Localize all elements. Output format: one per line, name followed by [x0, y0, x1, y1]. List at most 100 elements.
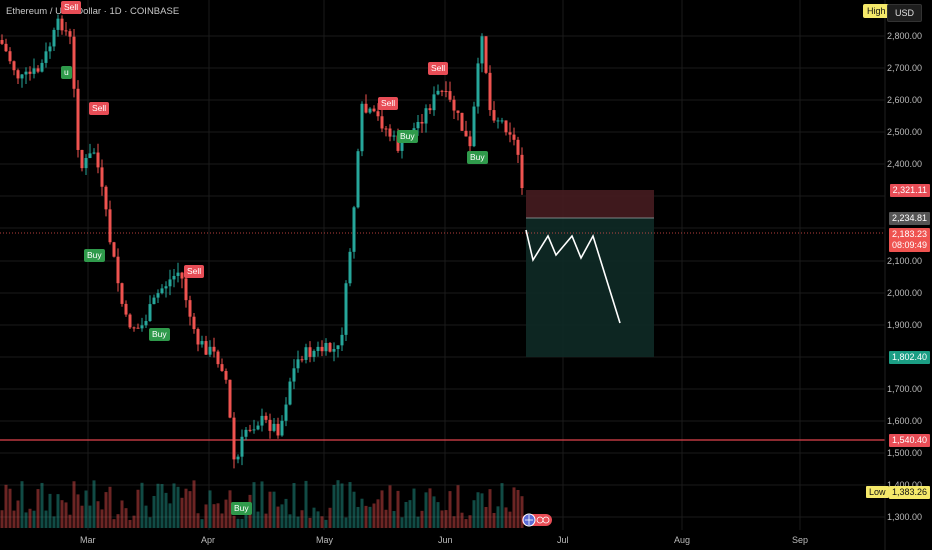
candle-body[interactable]	[500, 120, 504, 122]
candle-body[interactable]	[328, 343, 332, 352]
candle-body[interactable]	[372, 108, 376, 112]
candle-body[interactable]	[32, 68, 36, 74]
candle-body[interactable]	[508, 132, 512, 135]
candle-body[interactable]	[108, 209, 112, 243]
candle-body[interactable]	[212, 346, 216, 352]
sell-signal[interactable]: Sell	[378, 97, 399, 110]
candle-body[interactable]	[356, 151, 360, 208]
candle-body[interactable]	[204, 341, 208, 355]
high-button[interactable]: High	[863, 4, 890, 18]
candle-body[interactable]	[436, 90, 440, 95]
candle-body[interactable]	[416, 122, 420, 129]
candle-body[interactable]	[192, 316, 196, 330]
candle-body[interactable]	[180, 272, 184, 279]
candle-body[interactable]	[308, 347, 312, 357]
sell-signal[interactable]: Sell	[61, 1, 82, 14]
candle-body[interactable]	[520, 154, 524, 189]
candle-body[interactable]	[236, 456, 240, 460]
candle-body[interactable]	[140, 325, 144, 329]
candle-body[interactable]	[260, 415, 264, 426]
stop-loss-zone[interactable]	[526, 190, 654, 218]
candle-body[interactable]	[396, 135, 400, 151]
candle-body[interactable]	[244, 429, 248, 437]
candle-body[interactable]	[352, 207, 356, 252]
candle-body[interactable]	[104, 186, 108, 210]
candle-body[interactable]	[248, 429, 252, 431]
buy-signal[interactable]: Buy	[231, 502, 252, 515]
candle-body[interactable]	[428, 108, 432, 111]
buy-signal[interactable]: Buy	[149, 328, 170, 341]
candle-body[interactable]	[336, 345, 340, 350]
candle-body[interactable]	[56, 18, 60, 30]
candle-body[interactable]	[196, 329, 200, 345]
candle-body[interactable]	[512, 134, 516, 140]
candle-body[interactable]	[432, 94, 436, 111]
candle-body[interactable]	[400, 141, 404, 151]
candle-body[interactable]	[12, 61, 16, 71]
candle-body[interactable]	[376, 111, 380, 117]
candle-body[interactable]	[464, 130, 468, 137]
candle-body[interactable]	[64, 30, 68, 32]
candle-body[interactable]	[296, 359, 300, 369]
candle-body[interactable]	[80, 149, 84, 169]
candle-body[interactable]	[280, 420, 284, 436]
candle-body[interactable]	[40, 62, 44, 72]
candle-body[interactable]	[384, 128, 388, 130]
candle-body[interactable]	[68, 31, 72, 37]
candle-body[interactable]	[44, 51, 48, 63]
sell-signal[interactable]: Sell	[89, 102, 110, 115]
candle-body[interactable]	[4, 43, 8, 52]
candle-body[interactable]	[452, 99, 456, 111]
candle-body[interactable]	[48, 46, 52, 52]
candle-body[interactable]	[276, 423, 280, 436]
candle-body[interactable]	[332, 349, 336, 352]
candle-body[interactable]	[128, 314, 132, 328]
candle-body[interactable]	[100, 167, 104, 187]
candle-body[interactable]	[468, 136, 472, 147]
buy-signal[interactable]: u	[61, 66, 72, 79]
candle-body[interactable]	[360, 103, 364, 152]
candle-body[interactable]	[152, 297, 156, 305]
candle-body[interactable]	[16, 70, 20, 79]
candle-body[interactable]	[472, 106, 476, 147]
candle-body[interactable]	[24, 71, 28, 75]
candle-body[interactable]	[28, 71, 32, 74]
candle-body[interactable]	[216, 351, 220, 365]
candle-body[interactable]	[92, 152, 96, 154]
candle-body[interactable]	[208, 346, 212, 355]
candle-body[interactable]	[176, 272, 180, 276]
candle-body[interactable]	[348, 251, 352, 284]
candle-body[interactable]	[288, 381, 292, 405]
candle-body[interactable]	[388, 128, 392, 137]
sell-signal[interactable]: Sell	[184, 265, 205, 278]
buy-signal[interactable]: Buy	[397, 130, 418, 143]
candle-body[interactable]	[488, 72, 492, 111]
candle-body[interactable]	[144, 321, 148, 326]
replay-icon[interactable]	[522, 513, 552, 527]
candle-body[interactable]	[184, 278, 188, 301]
candle-body[interactable]	[368, 108, 372, 113]
candle-body[interactable]	[324, 343, 328, 352]
candle-body[interactable]	[460, 112, 464, 131]
candle-body[interactable]	[72, 36, 76, 89]
candle-body[interactable]	[200, 341, 204, 345]
candle-body[interactable]	[344, 283, 348, 335]
candle-body[interactable]	[84, 158, 88, 169]
candle-body[interactable]	[424, 108, 428, 124]
sell-signal[interactable]: Sell	[428, 62, 449, 75]
candle-body[interactable]	[272, 423, 276, 431]
candle-body[interactable]	[448, 91, 452, 100]
currency-button[interactable]: USD	[887, 4, 923, 22]
candle-body[interactable]	[292, 368, 296, 382]
candle-body[interactable]	[284, 404, 288, 421]
candle-body[interactable]	[316, 346, 320, 351]
candle-body[interactable]	[188, 300, 192, 317]
candle-body[interactable]	[0, 40, 4, 44]
candle-body[interactable]	[168, 279, 172, 287]
candle-body[interactable]	[240, 436, 244, 457]
candle-body[interactable]	[132, 327, 136, 329]
candle-body[interactable]	[516, 139, 520, 155]
candle-body[interactable]	[164, 286, 168, 289]
candle-body[interactable]	[156, 293, 160, 298]
candle-body[interactable]	[36, 68, 40, 72]
